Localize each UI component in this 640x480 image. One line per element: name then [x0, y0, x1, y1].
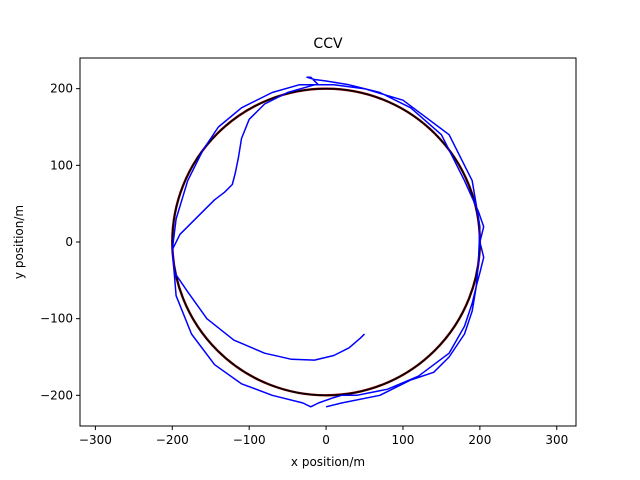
- y-tick-label: 0: [65, 235, 73, 249]
- x-axis: −300 −200 −100 0 100 200 300: [79, 426, 568, 447]
- x-tick-label: −200: [156, 433, 189, 447]
- x-tick-label: 100: [392, 433, 415, 447]
- x-tick-label: 300: [545, 433, 568, 447]
- y-axis-label: y position/m: [12, 205, 26, 279]
- chart-title: CCV: [313, 36, 343, 52]
- y-tick-label: 100: [50, 158, 73, 172]
- x-axis-label: x position/m: [291, 455, 365, 469]
- x-tick-label: 200: [468, 433, 491, 447]
- x-tick-label: −100: [233, 433, 266, 447]
- y-tick-label: −100: [40, 312, 73, 326]
- y-tick-label: 200: [50, 82, 73, 96]
- plot-marks: [171, 76, 485, 408]
- y-axis: 200 100 0 −100 −200: [40, 82, 80, 402]
- trajectory-line: [171, 76, 485, 408]
- y-tick-label: −200: [40, 388, 73, 402]
- x-tick-label: 0: [322, 433, 330, 447]
- x-tick-label: −300: [79, 433, 112, 447]
